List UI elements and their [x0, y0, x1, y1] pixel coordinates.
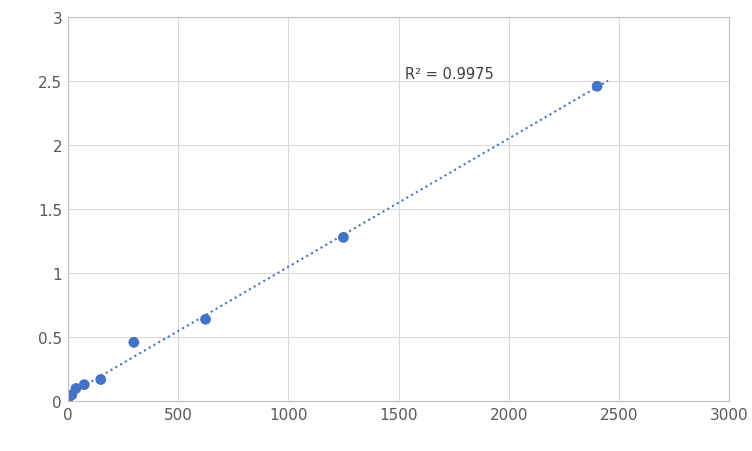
- Point: [338, 234, 350, 241]
- Point: [591, 83, 603, 91]
- Point: [66, 391, 77, 399]
- Text: R² = 0.9975: R² = 0.9975: [405, 67, 494, 82]
- Point: [70, 385, 82, 392]
- Point: [199, 316, 211, 323]
- Point: [128, 339, 140, 346]
- Point: [62, 398, 74, 405]
- Point: [78, 381, 90, 388]
- Point: [95, 376, 107, 383]
